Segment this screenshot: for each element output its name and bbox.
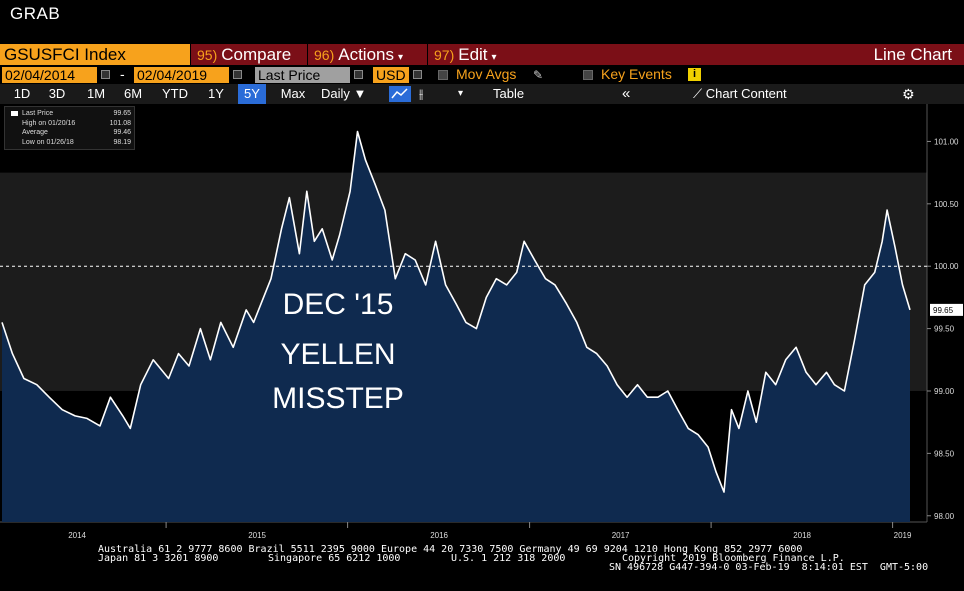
legend-value: 101.08 bbox=[109, 119, 131, 127]
compare-menu-number: 95) bbox=[197, 47, 218, 63]
edit-menu-label: Edit bbox=[458, 45, 488, 64]
end-date-input[interactable]: 02/04/2019 bbox=[134, 67, 229, 83]
chevron-down-icon[interactable] bbox=[354, 70, 363, 79]
window-title: GRAB bbox=[10, 4, 61, 23]
actions-menu-label: Actions bbox=[338, 45, 394, 64]
footer: Australia 61 2 9777 8600 Brazil 5511 239… bbox=[0, 542, 964, 591]
actions-menu-number: 96) bbox=[314, 47, 335, 63]
chart-content-icon: ⟋ bbox=[693, 86, 703, 101]
currency-select[interactable]: USD bbox=[373, 67, 409, 83]
range-button-5y[interactable]: 5Y bbox=[238, 84, 266, 104]
collapse-icon[interactable]: « bbox=[622, 85, 631, 102]
plot-band-top bbox=[0, 104, 927, 173]
chevron-down-icon: ▾ bbox=[397, 52, 404, 63]
footer-contacts-singapore: Singapore 65 6212 1000 bbox=[268, 553, 401, 564]
range-button-3d[interactable]: 3D bbox=[48, 86, 66, 101]
frequency-select[interactable]: Daily ▼ bbox=[321, 84, 366, 104]
table-button[interactable]: Table bbox=[493, 86, 525, 101]
chart-content-label: Chart Content bbox=[705, 86, 787, 101]
y-axis-panel bbox=[927, 104, 964, 542]
chart-content-button[interactable]: ⟋ Chart Content bbox=[693, 84, 787, 104]
calendar-icon[interactable] bbox=[233, 70, 242, 79]
mov-avgs-checkbox[interactable] bbox=[438, 70, 448, 80]
legend-label: High on 01/20/16 bbox=[22, 119, 76, 127]
line-chart: 101.00 100.50 100.00 99.50 99.00 98.50 98.00 99… bbox=[0, 104, 964, 542]
annotation-text-line2: YELLEN bbox=[280, 338, 396, 371]
x-tick-label: 2014 bbox=[68, 531, 86, 540]
actions-menu[interactable]: 96) Actions ▾ bbox=[307, 44, 427, 65]
chevron-down-icon[interactable] bbox=[413, 70, 422, 79]
annotation-text-line1: DEC '15 bbox=[282, 288, 394, 321]
range-button-ytd[interactable]: YTD bbox=[162, 86, 188, 101]
bar-type-icon[interactable]: ⫲ bbox=[419, 86, 424, 101]
chevron-down-icon: ▾ bbox=[491, 52, 497, 63]
date-separator: - bbox=[120, 66, 125, 82]
legend-row: High on 01/20/16 101.08 bbox=[8, 119, 131, 129]
range-button-max[interactable]: Max bbox=[280, 86, 306, 101]
range-button-1m[interactable]: 1M bbox=[86, 86, 106, 101]
range-toolbar: 1D 3D 1M 6M YTD 1Y 5Y Max Daily ▼ ⫲ ▾ Table « ⟋… bbox=[0, 84, 964, 104]
key-events-label: Key Events bbox=[601, 66, 672, 82]
legend-label: Average bbox=[22, 129, 48, 136]
legend-row: Average 99.46 bbox=[8, 128, 131, 138]
gear-icon[interactable]: ⚙ bbox=[902, 86, 915, 102]
y-tick-label: 98.50 bbox=[934, 449, 955, 458]
compare-menu[interactable]: 95) Compare bbox=[190, 44, 307, 65]
y-tick-label: 100.00 bbox=[934, 262, 959, 271]
line-chart-icon[interactable] bbox=[389, 86, 411, 102]
y-tick-label: 99.00 bbox=[934, 387, 955, 396]
caret-down-icon: ▼ bbox=[353, 86, 367, 101]
mov-avgs-label: Mov Avgs bbox=[456, 66, 517, 82]
range-button-1d[interactable]: 1D bbox=[13, 86, 31, 101]
y-tick-label: 99.50 bbox=[934, 325, 955, 334]
chart-area: 101.00 100.50 100.00 99.50 99.00 98.50 98.00 99… bbox=[0, 104, 964, 542]
chart-type-label[interactable]: Line Chart bbox=[873, 45, 952, 64]
footer-session-info: SN 496728 G447-394-0 03-Feb-19 8:14:01 E… bbox=[609, 562, 929, 573]
range-button-1y[interactable]: 1Y bbox=[208, 86, 224, 101]
compare-menu-label: Compare bbox=[221, 45, 292, 64]
chevron-down-icon[interactable]: ▾ bbox=[458, 88, 464, 99]
legend-value: 98.19 bbox=[113, 138, 131, 146]
frequency-label: Daily bbox=[321, 86, 350, 101]
footer-contacts-japan: Japan 81 3 3201 8900 bbox=[98, 553, 219, 564]
y-tick-label: 101.00 bbox=[934, 137, 959, 146]
command-bar: GSUSFCI Index 95) Compare 96) Actions ▾ 97)… bbox=[0, 44, 964, 65]
series-line bbox=[1, 130, 911, 493]
start-date-input[interactable]: 02/04/2014 bbox=[2, 67, 97, 83]
last-price-tag bbox=[930, 303, 963, 316]
footer-copyright: Copyright 2019 Bloomberg Finance L.P. bbox=[622, 553, 845, 564]
window-title-bar: GRAB bbox=[0, 0, 964, 44]
footer-contacts-line1: Australia 61 2 9777 8600 Brazil 5511 239… bbox=[98, 544, 803, 555]
edit-menu-number: 97) bbox=[434, 47, 455, 63]
range-button-6m[interactable]: 6M bbox=[123, 86, 143, 101]
legend-row: Low on 01/26/18 98.19 bbox=[8, 138, 131, 148]
edit-menu[interactable]: 97) Edit ▾ bbox=[427, 44, 517, 65]
pencil-icon[interactable]: ✎ bbox=[533, 68, 544, 82]
key-events-checkbox[interactable] bbox=[583, 70, 593, 80]
legend-value: 99.46 bbox=[113, 129, 131, 136]
info-icon[interactable]: i bbox=[688, 68, 701, 81]
chart-legend: Last Price 99.65 High on 01/20/16 101.08 Ave… bbox=[4, 106, 135, 150]
legend-swatch bbox=[11, 111, 18, 116]
legend-label: Low on 01/26/18 bbox=[22, 138, 74, 146]
parameters-bar: 02/04/2014 - 02/04/2019 Last Price USD M… bbox=[0, 65, 964, 84]
x-tick-label: 2018 bbox=[793, 531, 811, 540]
annotation-text-line3: MISSTEP bbox=[272, 382, 404, 415]
legend-value: 99.65 bbox=[113, 110, 131, 117]
footer-contacts-us: U.S. 1 212 318 2000 bbox=[451, 553, 566, 564]
x-tick-label: 2016 bbox=[430, 531, 448, 540]
x-tick-label: 2019 bbox=[894, 531, 912, 540]
series-area bbox=[2, 131, 910, 522]
legend-label: Last Price bbox=[22, 110, 54, 117]
x-tick-label: 2017 bbox=[612, 531, 630, 540]
x-tick-label: 2015 bbox=[248, 531, 266, 540]
ticker-field[interactable]: GSUSFCI Index bbox=[0, 44, 190, 65]
y-tick-label: 100.50 bbox=[934, 200, 959, 209]
calendar-icon[interactable] bbox=[101, 70, 110, 79]
price-field-select[interactable]: Last Price bbox=[255, 67, 350, 83]
last-price-tag-label: 99.65 bbox=[933, 306, 954, 315]
y-tick-label: 98.00 bbox=[934, 512, 955, 521]
legend-row: Last Price 99.65 bbox=[8, 109, 131, 119]
